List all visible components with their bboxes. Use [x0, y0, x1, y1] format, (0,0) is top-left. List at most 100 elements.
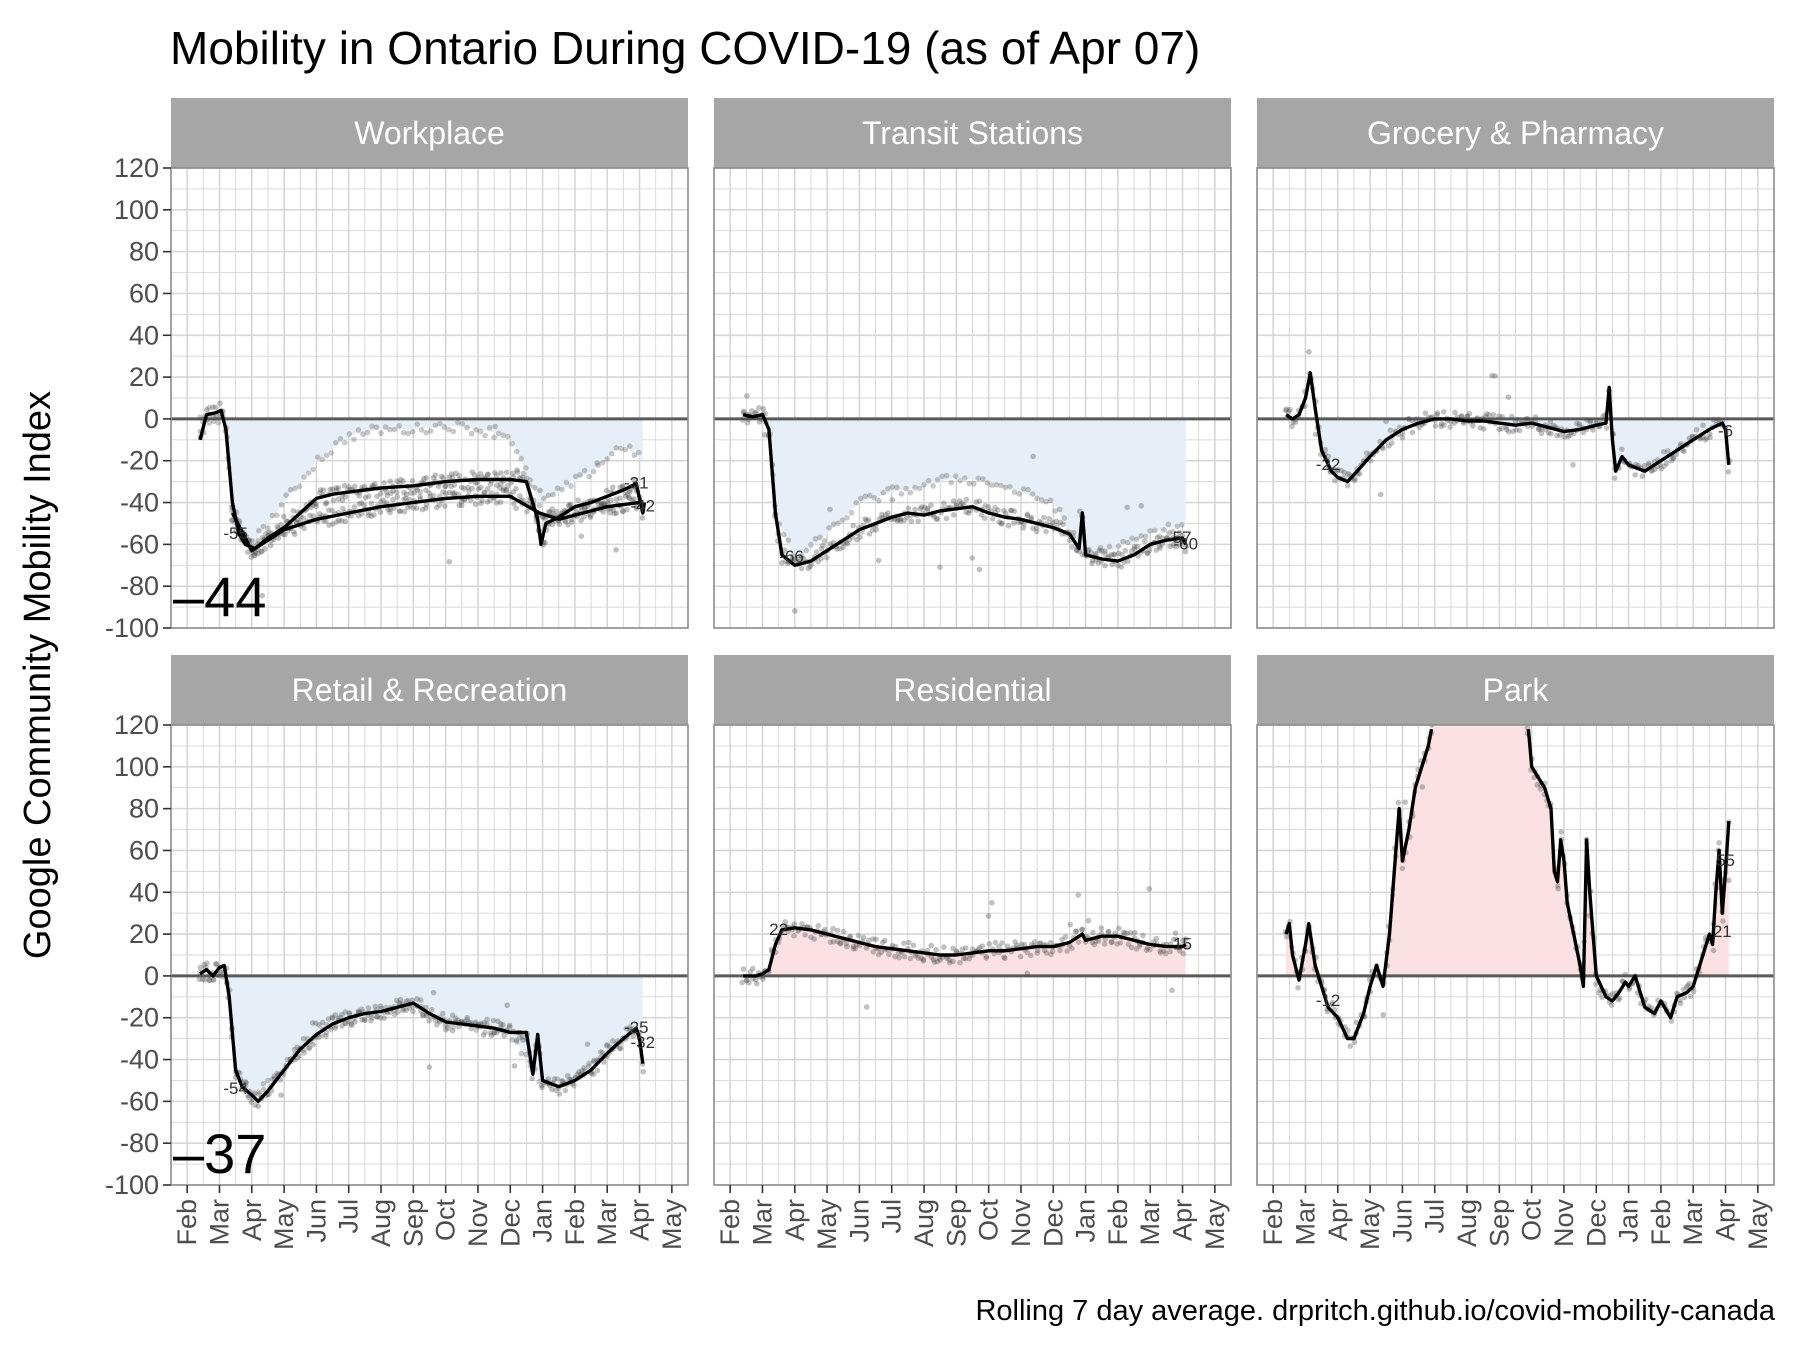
data-point [885, 510, 891, 516]
data-point [996, 943, 1002, 950]
data-point [394, 478, 400, 484]
data-point [1555, 885, 1561, 892]
data-point [519, 1037, 526, 1043]
data-point [873, 936, 879, 943]
data-point [494, 500, 500, 506]
data-point [374, 1014, 380, 1020]
data-point [1668, 1018, 1675, 1024]
data-point [950, 958, 956, 965]
data-point [907, 955, 914, 962]
data-point [1554, 883, 1561, 889]
data-point [920, 958, 927, 964]
data-point [401, 489, 407, 496]
data-point [1470, 423, 1476, 429]
data-point [491, 1029, 497, 1035]
data-point [464, 1016, 470, 1023]
data-point [206, 977, 212, 983]
data-point [1419, 784, 1426, 790]
data-point [616, 1045, 623, 1052]
value-label-workplace: -55 [223, 524, 248, 543]
data-point [417, 997, 424, 1003]
data-point [1545, 429, 1552, 436]
data-point [252, 552, 258, 558]
data-point [1053, 518, 1060, 525]
data-point [368, 513, 375, 519]
data-point [408, 490, 414, 496]
plot-area-residential [714, 725, 1231, 1185]
data-point [396, 508, 403, 514]
data-point [495, 430, 502, 437]
data-point [924, 505, 931, 512]
data-point [380, 497, 387, 503]
data-point [745, 980, 752, 986]
data-point [1399, 434, 1406, 441]
data-point [1534, 782, 1540, 788]
x-tick-label: Mar [204, 1199, 234, 1246]
y-tick-label: 60 [129, 835, 159, 865]
data-point [383, 489, 390, 495]
data-point [248, 554, 254, 560]
data-point [1062, 934, 1069, 940]
data-point [1125, 941, 1132, 948]
data-point [636, 449, 642, 456]
data-point [559, 1078, 565, 1084]
data-point [834, 938, 841, 945]
y-tick-label: -20 [120, 446, 159, 476]
data-point [368, 1017, 374, 1024]
series-line-workplace [198, 408, 647, 551]
data-point [1380, 1011, 1387, 1018]
data-point [1180, 950, 1187, 957]
data-point [256, 1091, 263, 1097]
data-point [275, 535, 282, 541]
data-point [1122, 930, 1128, 936]
data-point [252, 550, 259, 556]
data-point [398, 476, 404, 483]
data-point [1496, 413, 1502, 420]
data-point [458, 484, 465, 490]
data-point [1037, 940, 1043, 947]
data-point [760, 976, 766, 982]
data-point [848, 510, 855, 516]
data-point [830, 938, 837, 945]
data-point [446, 489, 453, 496]
data-point [274, 523, 281, 530]
data-point [1490, 412, 1497, 418]
data-point [432, 422, 439, 429]
x-tick-label: Dec [1038, 1199, 1068, 1247]
data-point [1101, 941, 1108, 947]
data-point [957, 959, 963, 966]
data-point [405, 430, 411, 437]
data-point [611, 510, 618, 517]
data-point [1505, 394, 1512, 400]
data-point [410, 1008, 416, 1015]
x-tick-label: Feb [715, 1199, 745, 1246]
data-point [594, 1067, 601, 1074]
data-point [469, 485, 475, 492]
data-point [818, 546, 825, 552]
data-point [426, 1064, 433, 1070]
data-point [1332, 477, 1338, 484]
data-point [1041, 514, 1047, 521]
data-point [473, 427, 479, 433]
data-point [481, 490, 487, 496]
data-point [916, 485, 923, 492]
data-point [995, 507, 1001, 513]
data-point [588, 512, 594, 519]
data-point [1516, 427, 1523, 434]
data-point [1095, 938, 1102, 944]
data-point [743, 977, 750, 984]
data-point [1089, 560, 1095, 567]
data-point [1306, 349, 1312, 355]
plot-area-transit-stations [714, 168, 1231, 628]
data-point [1338, 467, 1345, 474]
data-point [333, 519, 340, 525]
data-point [976, 944, 983, 951]
data-point [1725, 469, 1732, 475]
data-point [568, 483, 574, 490]
data-point [522, 1051, 529, 1058]
data-point [433, 504, 440, 511]
data-point [446, 426, 452, 433]
data-point [261, 546, 268, 552]
data-point [586, 1060, 592, 1067]
data-point [639, 515, 646, 521]
